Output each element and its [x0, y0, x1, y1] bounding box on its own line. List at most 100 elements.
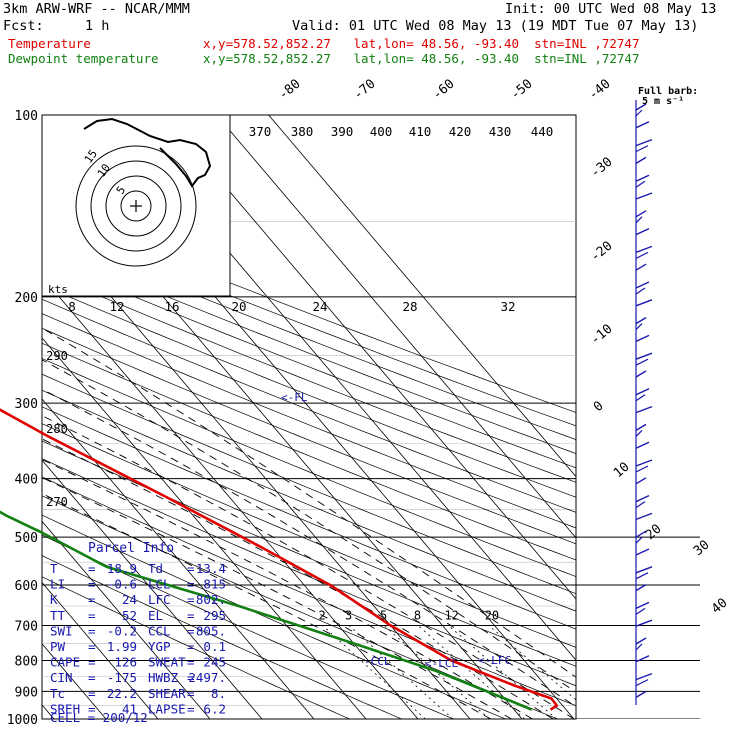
hodograph-speed-label: 28 — [402, 299, 417, 314]
mixing-ratio-label: 20 — [485, 608, 499, 622]
dewpoint-legend-label: Dewpoint temperature — [8, 51, 159, 66]
wind-barb — [635, 358, 649, 366]
barb-key-line1: Full barb: — [638, 86, 698, 97]
theta-left-label: 270 — [46, 495, 68, 509]
moist-adiabat — [42, 438, 554, 719]
dry-adiabat — [42, 440, 576, 667]
mixing-ratio-label: 3 — [345, 608, 352, 622]
wind-barb — [635, 192, 653, 200]
wind-barb — [635, 607, 646, 615]
isotherm-line — [42, 459, 263, 719]
pressure-tick-label: 700 — [15, 619, 38, 634]
wind-barb — [635, 494, 650, 503]
wind-barb — [635, 679, 649, 687]
pressure-tick-label: 300 — [15, 397, 38, 412]
moist-adiabat — [42, 493, 492, 719]
theta-label: 430 — [489, 124, 512, 139]
init-time: Init: 00 UTC Wed 08 May 13 — [505, 1, 717, 17]
moist-adiabat — [42, 327, 576, 678]
isotherm-label: 20 — [643, 522, 665, 544]
wind-barb — [635, 370, 647, 378]
wind-barb — [635, 690, 647, 699]
hodograph-speed-label: 24 — [312, 299, 327, 314]
wind-barb — [635, 145, 649, 153]
isotherm-line — [216, 115, 576, 539]
wind-barb — [635, 156, 647, 165]
wind-barb — [635, 109, 643, 117]
wind-barb — [635, 121, 650, 129]
wind-barb — [635, 572, 649, 580]
marker-ccl: -CCL — [364, 655, 391, 668]
hodograph-ring-label: 10 — [95, 161, 113, 179]
valid-time: Valid: 01 UTC Wed 08 May 13 (19 MDT Tue … — [292, 18, 699, 34]
wind-barb-column: Full barb:5 m s⁻¹ — [635, 86, 698, 705]
wind-barb — [635, 637, 647, 645]
isotherm-line — [42, 276, 419, 719]
hodograph-speed-label: 16 — [164, 299, 179, 314]
isotherm-label: -20 — [588, 238, 616, 265]
forecast-label: Fcst: — [3, 18, 44, 34]
wind-barb — [635, 441, 650, 449]
wind-barb — [635, 334, 650, 343]
dry-adiabat — [42, 206, 576, 413]
mixing-ratio-label: 5 — [380, 608, 387, 622]
wind-barb — [635, 180, 646, 188]
wind-barb — [635, 352, 653, 360]
dewpoint-location: x,y=578.52,852.27 lat,lon= 48.56, -93.40… — [203, 51, 640, 66]
wind-barb — [635, 227, 650, 236]
pressure-tick-label: 400 — [15, 473, 38, 488]
isotherm-label: -30 — [588, 154, 616, 181]
hodograph-ring — [90, 160, 182, 252]
wind-barb — [635, 299, 653, 307]
wind-barb — [635, 174, 650, 182]
isotherm-label: -40 — [586, 76, 614, 103]
hodograph-speed-label: 32 — [500, 299, 515, 314]
moist-adiabat — [42, 477, 512, 719]
dry-adiabat — [42, 313, 576, 529]
wind-barb — [635, 477, 647, 485]
moist-adiabat — [42, 359, 576, 693]
wind-barb — [635, 281, 650, 289]
pressure-tick-label: 500 — [15, 531, 38, 546]
marker-lfc: <-LFC — [478, 654, 511, 667]
wind-barb — [635, 536, 643, 544]
isotherm-label: -70 — [351, 76, 379, 103]
temperature-profile — [0, 408, 559, 711]
mixing-ratio-label: 8 — [414, 608, 421, 622]
wind-barb — [635, 216, 643, 224]
dry-adiabat — [42, 284, 576, 498]
dry-adiabat — [42, 514, 506, 719]
hodograph-speed-label: 20 — [231, 299, 246, 314]
hodograph-ring — [120, 190, 152, 222]
isotherm-label: 40 — [709, 596, 731, 618]
isotherm-line — [0, 115, 2, 719]
isotherm-label: -50 — [508, 76, 536, 103]
wind-barb — [635, 672, 653, 681]
mixing-ratio-label: 12 — [444, 608, 458, 622]
dry-adiabat — [42, 406, 576, 630]
dry-adiabat — [42, 327, 576, 545]
hodograph-speed-label: 12 — [109, 299, 124, 314]
theta-label: 390 — [331, 124, 354, 139]
moist-adiabat — [42, 458, 533, 719]
isotherm-label: 0 — [591, 399, 607, 416]
wind-barb — [635, 459, 653, 467]
wind-barb — [635, 619, 653, 627]
isotherm-line — [268, 115, 576, 478]
grid-clip-group — [42, 114, 700, 719]
dry-adiabat — [42, 358, 576, 578]
isotherm-line — [42, 398, 315, 719]
theta-left-label: 290 — [46, 349, 68, 363]
wind-barb — [635, 429, 643, 437]
pressure-tick-label: 200 — [15, 291, 38, 306]
marker-fl: <-FL — [281, 391, 308, 404]
isotherm-line — [164, 115, 576, 600]
dry-adiabat — [42, 476, 576, 707]
hodograph-ring — [75, 145, 197, 267]
dry-adiabat — [42, 576, 350, 719]
wind-barb — [635, 210, 647, 218]
dewpoint-profile — [0, 510, 533, 711]
pressure-tick-label: 100 — [15, 109, 38, 124]
